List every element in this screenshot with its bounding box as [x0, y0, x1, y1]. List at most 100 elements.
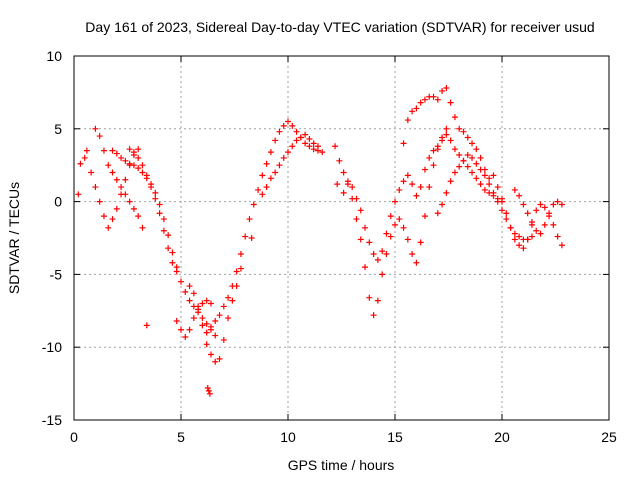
data-point	[469, 169, 476, 176]
data-point	[443, 189, 450, 196]
data-point	[297, 134, 304, 141]
data-point	[439, 201, 446, 208]
data-point	[199, 322, 206, 329]
data-point	[524, 210, 531, 217]
data-point	[272, 137, 279, 144]
data-point	[370, 251, 377, 258]
data-point	[100, 147, 107, 154]
data-point	[160, 216, 167, 223]
data-point	[460, 128, 467, 135]
data-point	[203, 341, 210, 348]
data-point	[464, 163, 471, 170]
data-point	[225, 294, 232, 301]
data-point	[494, 198, 501, 205]
series-trace-d	[126, 146, 180, 275]
data-point	[199, 315, 206, 322]
data-point	[207, 300, 214, 307]
series-trace-j	[340, 172, 420, 263]
x-tick-label: 15	[387, 429, 403, 445]
data-point	[143, 172, 150, 179]
data-point	[451, 169, 458, 176]
data-point	[490, 172, 497, 179]
data-point	[109, 169, 116, 176]
data-point	[528, 233, 535, 240]
data-point	[349, 184, 356, 191]
data-point	[122, 176, 129, 183]
x-tick-label: 10	[280, 429, 296, 445]
data-point	[130, 205, 137, 212]
data-point	[206, 390, 213, 397]
data-point	[310, 140, 317, 147]
series-outliers	[143, 181, 341, 397]
data-point	[404, 117, 411, 124]
series-trace-l	[417, 131, 505, 205]
data-point	[400, 224, 407, 231]
data-point	[165, 232, 172, 239]
data-point	[165, 245, 172, 252]
data-point	[280, 154, 287, 161]
data-point	[387, 233, 394, 240]
data-point	[152, 189, 159, 196]
data-point	[182, 334, 189, 341]
data-point	[511, 236, 518, 243]
data-point	[306, 135, 313, 142]
data-point	[139, 169, 146, 176]
data-point	[494, 184, 501, 191]
data-point	[524, 236, 531, 243]
data-point	[259, 191, 266, 198]
data-point	[334, 181, 341, 188]
data-point	[135, 165, 142, 172]
data-point	[229, 283, 236, 290]
data-point	[332, 143, 339, 150]
data-point	[267, 149, 274, 156]
data-point	[413, 105, 420, 112]
data-point	[126, 160, 133, 167]
data-point	[447, 137, 454, 144]
data-point	[451, 146, 458, 153]
data-point	[447, 178, 454, 185]
data-point	[173, 317, 180, 324]
data-point	[400, 140, 407, 147]
data-point	[357, 207, 364, 214]
data-point	[379, 248, 386, 255]
data-point	[156, 210, 163, 217]
data-point	[272, 169, 279, 176]
data-point	[511, 230, 518, 237]
data-point	[105, 224, 112, 231]
data-point	[417, 99, 424, 106]
data-point	[464, 134, 471, 141]
data-point	[130, 149, 137, 156]
data-point	[362, 264, 369, 271]
data-point	[212, 317, 219, 324]
data-point	[413, 259, 420, 266]
data-point	[182, 288, 189, 295]
data-point	[499, 207, 505, 214]
data-point	[143, 322, 150, 329]
data-point	[186, 283, 193, 290]
data-point	[426, 154, 433, 161]
x-tick-label: 0	[70, 429, 78, 445]
data-point	[404, 236, 411, 243]
data-point	[473, 146, 480, 153]
data-point	[430, 147, 437, 154]
data-point	[460, 157, 467, 164]
data-point	[456, 152, 463, 159]
data-point	[285, 149, 291, 156]
data-point	[237, 251, 244, 258]
data-point	[374, 297, 381, 304]
data-point	[88, 169, 95, 176]
data-point	[220, 336, 227, 343]
data-point	[409, 108, 416, 115]
data-point	[511, 186, 518, 193]
data-point	[392, 198, 398, 205]
data-point	[118, 154, 125, 161]
data-point	[374, 256, 381, 263]
data-point	[409, 251, 416, 258]
data-point	[451, 114, 458, 121]
data-point	[439, 137, 446, 144]
data-point	[156, 201, 163, 208]
data-point	[267, 175, 274, 182]
data-point	[387, 213, 394, 220]
data-point	[105, 162, 112, 169]
